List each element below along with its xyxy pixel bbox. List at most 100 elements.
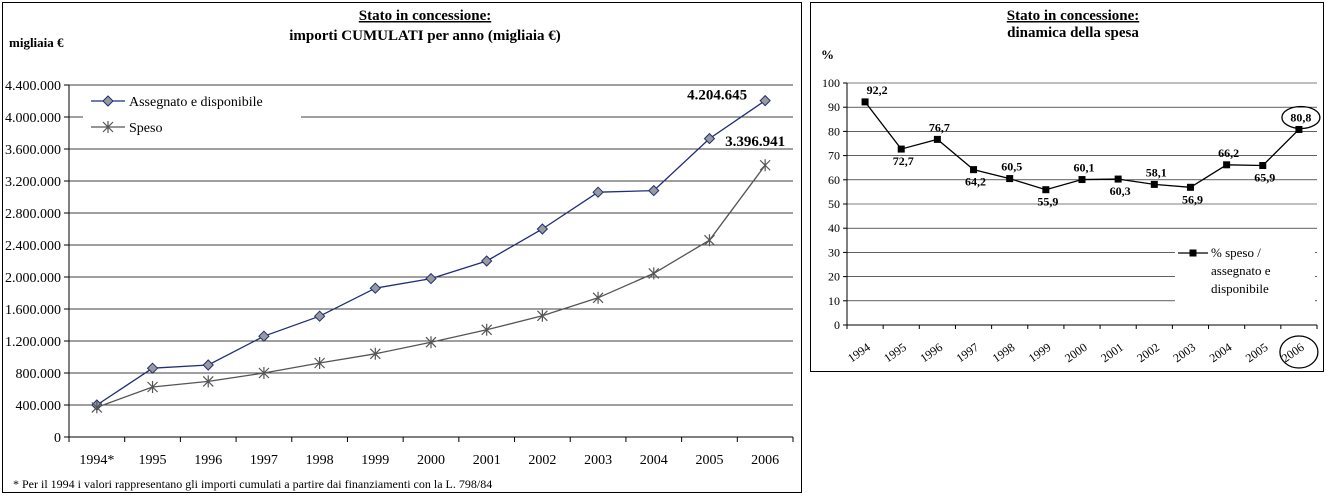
legend-label-speso: Speso xyxy=(129,121,162,136)
spending-ratio-data-point xyxy=(1295,125,1303,133)
left-y-tick-label: 3.600.000 xyxy=(5,143,61,158)
spending-ratio-data-point xyxy=(897,145,905,153)
left-x-tick-label: 2006 xyxy=(751,453,779,468)
spending-ratio-data-point xyxy=(970,166,978,174)
left-y-tick-label: 1.200.000 xyxy=(5,335,61,350)
left-x-tick-label: 1996 xyxy=(194,453,222,468)
assegnato-series-line xyxy=(96,100,766,406)
spending-ratio-data-point xyxy=(933,135,941,143)
right-x-tick-label: 2000 xyxy=(1062,340,1090,365)
right-chart-subtitle: dinamica della spesa xyxy=(1007,25,1139,41)
left-x-tick-label: 1994* xyxy=(79,453,114,468)
left-x-tick-label: 2000 xyxy=(417,453,445,468)
speso-data-point xyxy=(147,381,158,393)
spending-ratio-value-label: 80,8 xyxy=(1290,110,1311,124)
left-y-tick-label: 1.600.000 xyxy=(5,303,61,318)
left-x-tick-label: 1999 xyxy=(361,453,389,468)
spending-ratio-value-label: 76,7 xyxy=(929,120,950,134)
left-y-tick-label: 2.000.000 xyxy=(5,271,61,286)
left-y-tick-label: 4.400.000 xyxy=(5,79,61,94)
right-x-tick-label: 1999 xyxy=(1026,340,1054,365)
assegnato-data-point xyxy=(258,330,270,342)
left-x-tick-label: 2004 xyxy=(640,453,668,468)
spending-ratio-value-label: 56,9 xyxy=(1182,192,1203,206)
legend-label-assegnato: Assegnato e disponibile xyxy=(129,95,263,110)
speso-series-line xyxy=(96,164,766,409)
right-y-tick-label: 10 xyxy=(828,294,840,308)
spending-ratio-value-label: 64,2 xyxy=(965,175,986,189)
assegnato-data-point xyxy=(648,184,660,197)
right-y-tick-label: 30 xyxy=(828,245,840,259)
right-y-tick-label: 100 xyxy=(822,76,840,90)
spending-ratio-data-point xyxy=(1150,180,1158,188)
speso-data-point xyxy=(648,267,660,280)
left-x-tick-label: 1997 xyxy=(250,453,278,468)
left-x-tick-label: 2005 xyxy=(695,453,723,468)
left-y-tick-label: 4.000.000 xyxy=(5,111,61,126)
left-x-tick-label: 1998 xyxy=(306,453,334,468)
left-y-tick-label: 0 xyxy=(54,431,61,446)
spending-ratio-data-point xyxy=(1223,161,1231,169)
legend-label-line: assegnato e xyxy=(1211,263,1271,278)
right-chart-title: Stato in concessione: xyxy=(1007,8,1140,24)
legend-label-line: % speso / xyxy=(1211,245,1261,260)
assegnato-data-point xyxy=(703,132,716,145)
spending-ratio-value-label: 60,3 xyxy=(1110,184,1131,198)
right-x-tick-label: 2003 xyxy=(1170,340,1198,365)
right-y-tick-label: 20 xyxy=(828,270,840,284)
spending-ratio-data-point xyxy=(1114,175,1122,183)
speso-data-point xyxy=(592,291,604,304)
right-y-axis-unit: % xyxy=(821,47,834,62)
speso-data-point xyxy=(91,401,103,414)
assegnato-data-point xyxy=(146,362,159,374)
right-x-tick-label: 2001 xyxy=(1098,340,1126,365)
assegnato-data-point xyxy=(759,94,771,107)
left-x-tick-label: 2003 xyxy=(584,453,612,468)
assegnato-data-point xyxy=(202,359,214,371)
spending-ratio-data-point xyxy=(1078,176,1086,184)
spending-ratio-value-label: 65,9 xyxy=(1254,171,1275,185)
speso-data-point xyxy=(536,309,548,322)
left-x-tick-label: 1995 xyxy=(139,453,167,468)
left-chart-footnote: * Per il 1994 i valori rappresentano gli… xyxy=(13,477,492,491)
assegnato-data-point xyxy=(536,223,549,235)
spending-ratio-data-point xyxy=(861,98,869,106)
spending-dynamics-chart-panel: Stato in concessione: dinamica della spe… xyxy=(810,2,1324,372)
right-x-tick-label: 1998 xyxy=(990,340,1018,365)
left-y-tick-label: 400.000 xyxy=(16,399,62,414)
legend-diamond-marker xyxy=(102,95,114,107)
left-y-axis-unit: migliaia € xyxy=(9,35,64,50)
right-x-tick-label: 2004 xyxy=(1207,340,1235,365)
assegnato-last-value-label: 4.204.645 xyxy=(687,88,747,104)
left-legend-box xyxy=(83,88,301,140)
legend-asterisk-marker xyxy=(102,121,114,133)
left-y-tick-label: 2.400.000 xyxy=(5,239,61,254)
legend-square-marker xyxy=(1189,249,1197,257)
spending-ratio-data-point xyxy=(1042,186,1050,194)
left-y-tick-label: 800.000 xyxy=(16,367,62,382)
speso-data-point xyxy=(202,375,214,388)
left-x-tick-label: 2001 xyxy=(473,453,501,468)
spending-dynamics-chart: Stato in concessione: dinamica della spe… xyxy=(821,8,1321,369)
assegnato-data-point xyxy=(369,282,382,294)
right-y-tick-label: 60 xyxy=(828,173,840,187)
highlight-year-circle xyxy=(1279,335,1319,369)
highlight-value-circle xyxy=(1281,105,1321,130)
spending-ratio-data-point xyxy=(1006,175,1014,183)
cumulative-amounts-chart-panel: Stato in concessione: importi CUMULATI p… xyxy=(2,2,802,493)
right-y-tick-label: 70 xyxy=(828,149,840,163)
right-x-tick-label: 1995 xyxy=(881,340,909,365)
speso-data-point xyxy=(759,159,771,172)
spending-ratio-value-label: 72,7 xyxy=(893,154,914,168)
right-y-tick-label: 50 xyxy=(828,197,840,211)
speso-data-point xyxy=(481,323,493,336)
speso-data-point xyxy=(704,234,715,247)
speso-last-value-label: 3.396.941 xyxy=(725,134,785,150)
assegnato-data-point xyxy=(425,272,437,285)
left-x-tick-label: 2002 xyxy=(528,453,556,468)
spending-ratio-value-label: 58,1 xyxy=(1146,165,1167,179)
spending-ratio-value-label: 66,2 xyxy=(1218,146,1239,160)
right-y-tick-label: 80 xyxy=(828,124,840,138)
right-x-tick-label: 1997 xyxy=(954,340,982,365)
legend-label-line: disponibile xyxy=(1211,281,1269,296)
